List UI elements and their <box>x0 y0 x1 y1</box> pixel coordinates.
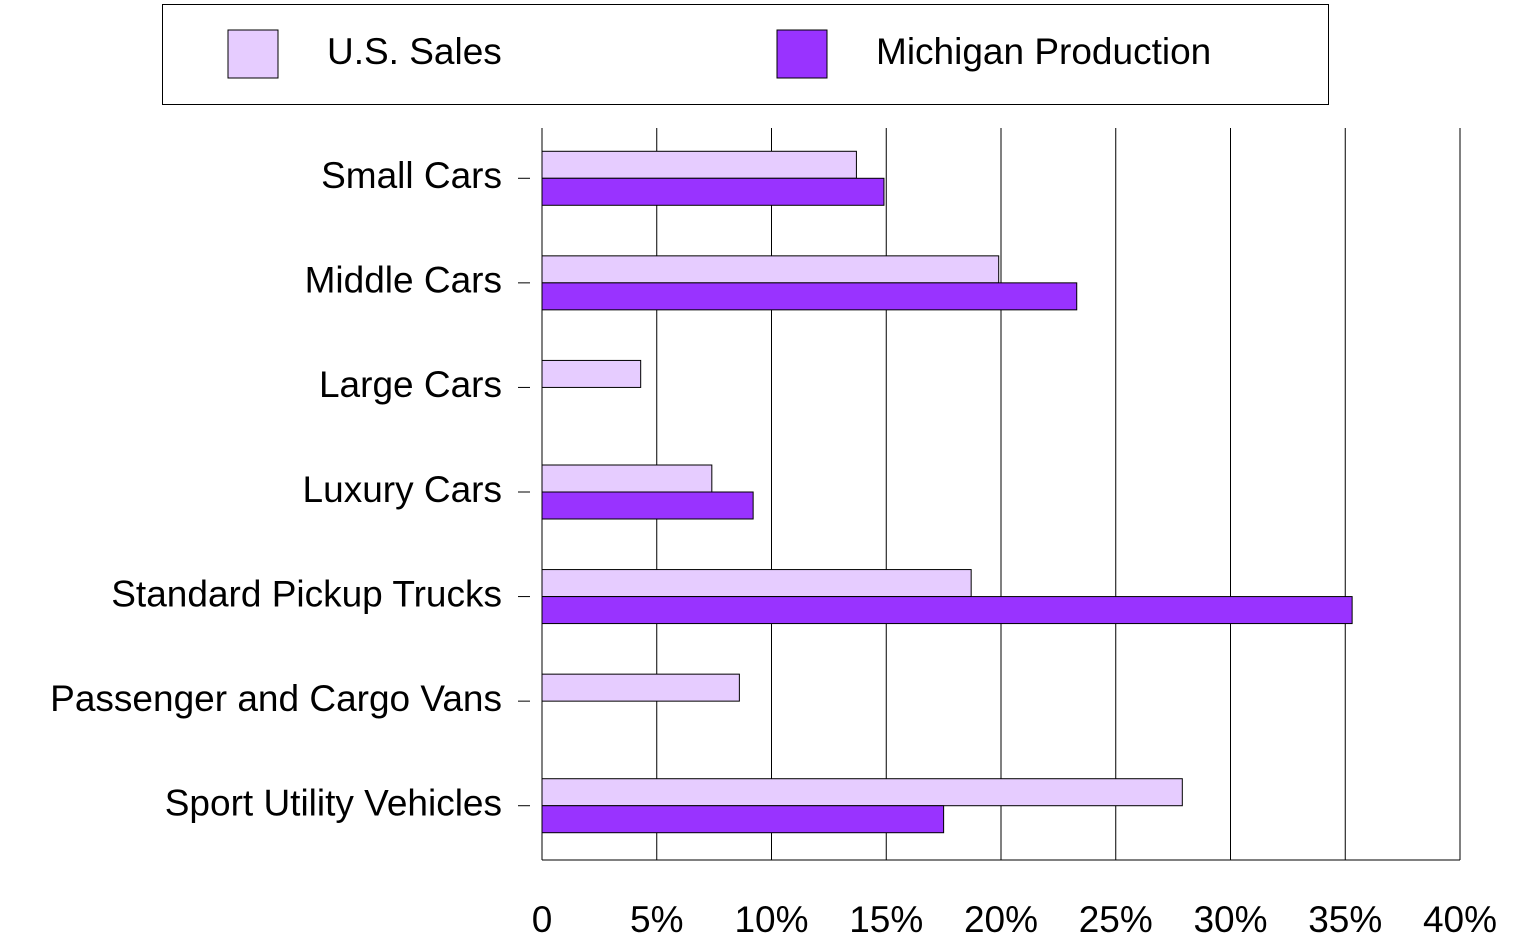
bar <box>541 778 1183 807</box>
bar <box>541 673 740 702</box>
x-tick-label: 5% <box>630 899 683 940</box>
legend-box <box>162 4 1329 105</box>
x-tick-label: 0 <box>532 899 553 940</box>
y-tick-label: Sport Utility Vehicles <box>165 782 502 823</box>
bar <box>541 596 1353 625</box>
legend-label: Michigan Production <box>876 31 1211 72</box>
bar <box>541 464 713 493</box>
x-tick-label: 35% <box>1308 899 1382 940</box>
bar <box>541 255 1000 284</box>
legend-swatch <box>227 29 279 79</box>
x-tick-label: 25% <box>1079 899 1153 940</box>
y-tick-label: Small Cars <box>321 155 502 196</box>
bar <box>541 491 754 520</box>
y-tick-label: Luxury Cars <box>303 469 502 510</box>
y-tick-label: Standard Pickup Trucks <box>111 573 502 614</box>
legend-swatch <box>776 29 828 79</box>
x-tick-label: 15% <box>849 899 923 940</box>
y-tick-label: Passenger and Cargo Vans <box>50 678 502 719</box>
bar <box>541 177 885 206</box>
bar <box>541 150 857 179</box>
bar <box>541 805 945 834</box>
x-tick-label: 30% <box>1193 899 1267 940</box>
bar <box>541 282 1078 311</box>
x-tick-label: 10% <box>734 899 808 940</box>
x-tick-label: 40% <box>1423 899 1497 940</box>
bar <box>541 569 972 598</box>
bar <box>541 359 642 388</box>
y-tick-label: Middle Cars <box>305 260 502 301</box>
legend-label: U.S. Sales <box>327 31 502 72</box>
y-tick-label: Large Cars <box>319 364 502 405</box>
x-tick-label: 20% <box>964 899 1038 940</box>
